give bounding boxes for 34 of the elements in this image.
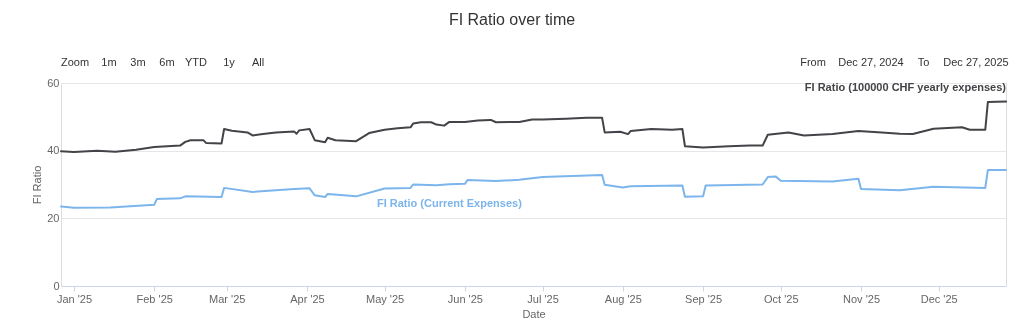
text: YTD: [185, 56, 208, 68]
text: 3m: [130, 56, 146, 68]
text: All: [251, 56, 265, 68]
text: Dec 27, 2024: [838, 56, 904, 68]
x-tick-label: May '25: [366, 292, 405, 305]
x-tick-label: Feb '25: [136, 292, 173, 305]
y-tick-label: 60: [47, 76, 60, 89]
x-tick-label: Oct '25: [764, 292, 799, 305]
x-tick-label: Apr '25: [290, 292, 325, 305]
text: Dec 27, 2025: [943, 56, 1009, 68]
text: Zoom: [60, 56, 90, 68]
y-axis-title: FI Ratio: [31, 165, 44, 205]
text: To: [917, 56, 930, 68]
x-tick-label: Mar '25: [209, 292, 246, 305]
series-label: FI Ratio (Current Expenses): [376, 197, 523, 210]
series-label: FI Ratio (100000 CHF yearly expenses): [804, 80, 1007, 93]
line-series: [60, 168, 1007, 209]
x-tick-label: Sep '25: [685, 292, 723, 305]
x-axis-title: Date: [522, 307, 546, 320]
x-tick-label: Jun '25: [447, 292, 483, 305]
x-tick-label: Nov '25: [843, 292, 880, 305]
chart-title: FI Ratio over time: [448, 11, 576, 28]
x-tick-label: Jul '25: [527, 292, 559, 305]
y-tick-label: 40: [47, 144, 60, 157]
y-tick-label: 20: [47, 211, 60, 224]
text: 1m: [101, 56, 117, 68]
x-tick-label: Dec '25: [920, 292, 958, 305]
x-tick-label: Jan '25: [56, 292, 93, 305]
y-tick-label: 0: [53, 279, 60, 292]
x-tick-label: Aug '25: [604, 292, 642, 305]
line-series: [60, 100, 1007, 154]
text: 1y: [223, 56, 236, 68]
text: From: [800, 56, 826, 68]
text: 6m: [159, 56, 175, 68]
